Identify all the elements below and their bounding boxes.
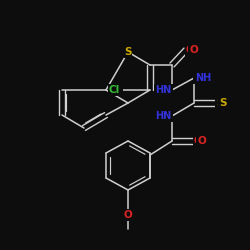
Text: NH: NH <box>194 73 210 83</box>
Text: O: O <box>189 45 198 55</box>
Text: NH: NH <box>195 73 211 83</box>
Text: S: S <box>219 98 226 108</box>
Text: HN: HN <box>156 85 172 95</box>
Text: O: O <box>194 136 203 146</box>
Text: O: O <box>197 136 206 146</box>
Text: S: S <box>124 47 132 57</box>
Text: S: S <box>216 98 224 108</box>
Text: Cl: Cl <box>109 85 120 95</box>
Text: HN: HN <box>156 111 172 121</box>
Text: Cl: Cl <box>111 85 122 95</box>
Text: O: O <box>124 210 132 220</box>
Text: O: O <box>124 210 132 220</box>
Text: HN: HN <box>155 111 171 121</box>
Text: HN: HN <box>155 85 171 95</box>
Text: O: O <box>186 45 195 55</box>
Text: S: S <box>124 47 132 57</box>
